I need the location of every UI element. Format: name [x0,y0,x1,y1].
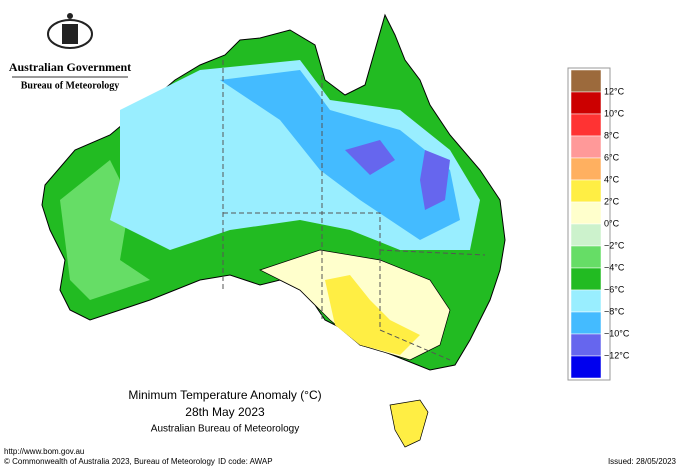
legend-label: −12°C [604,350,630,360]
legend-label: −10°C [604,328,630,338]
issued: Issued: 28/05/2023 [608,457,677,466]
legend-label: 10°C [604,108,625,118]
legend-swatch [570,91,602,115]
gov-name: Australian Government [9,60,131,74]
legend: 12°C 10°C 8°C 6°C 4°C 2°C 0°C −2°C −4°C −6°C −8°C −… [567,67,630,381]
id-code: ID code: AWAP [218,457,273,466]
legend-label: 8°C [604,130,620,140]
state-borders [222,60,486,361]
tasmania [389,399,429,448]
url: http://www.bom.gov.au [4,447,84,456]
legend-label: −2°C [604,240,625,250]
legend-label: 6°C [604,152,620,162]
legend-swatch [570,179,602,203]
legend-swatch [570,355,602,379]
legend-swatch [570,113,602,137]
legend-label: 12°C [604,86,625,96]
legend-swatch [570,311,602,335]
legend-label: −8°C [604,306,625,316]
map [41,13,506,448]
legend-label: 4°C [604,174,620,184]
legend-swatch [570,245,602,269]
title: Minimum Temperature Anomaly (°C) [128,388,321,402]
copyright: © Commonwealth of Australia 2023, Bureau… [4,457,215,466]
legend-swatch [570,223,602,247]
legend-swatch [570,267,602,291]
subtitle: Australian Bureau of Meteorology [151,424,299,435]
legend-label: −4°C [604,262,625,272]
crest [47,13,93,49]
legend-label: 0°C [604,218,620,228]
date: 28th May 2023 [185,405,265,419]
legend-swatch [570,69,602,93]
region [325,275,420,355]
legend-label: 2°C [604,196,620,206]
legend-swatch [570,201,602,225]
legend-swatch [570,157,602,181]
legend-swatch [570,333,602,357]
legend-label: −6°C [604,284,625,294]
legend-swatch [570,289,602,313]
region [345,140,395,175]
bureau-name: Bureau of Meteorology [21,80,120,91]
region [220,70,460,240]
region [420,150,450,210]
legend-swatch [570,135,602,159]
